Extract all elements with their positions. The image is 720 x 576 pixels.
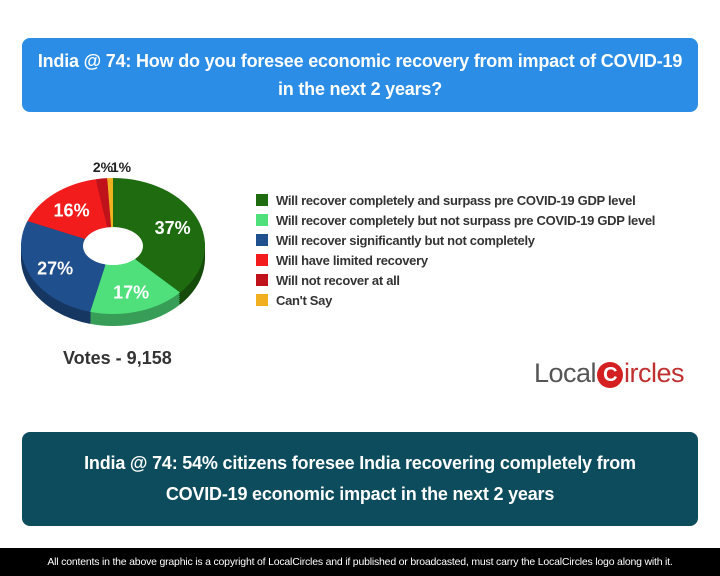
- slice-1: [90, 259, 181, 314]
- slice-3: [27, 179, 108, 240]
- legend-label: Will recover significantly but not compl…: [276, 232, 535, 248]
- conclusion-line-1: India @ 74: 54% citizens foresee India r…: [84, 453, 636, 473]
- legend-swatch: [256, 194, 268, 206]
- question-line-2: in the next 2 years?: [277, 79, 443, 99]
- slice-4: [95, 178, 112, 228]
- legend-swatch: [256, 294, 268, 306]
- legend-label: Will not recover at all: [276, 272, 400, 288]
- data-label: 16%: [54, 200, 90, 220]
- legend-item: Can't Say: [256, 290, 655, 310]
- votes-count: Votes - 9,158: [63, 348, 172, 368]
- legend-label: Can't Say: [276, 292, 333, 308]
- legend-swatch: [256, 214, 268, 226]
- conclusion-banner: India @ 74: 54% citizens foresee India r…: [22, 432, 698, 526]
- data-label: 37%: [155, 218, 191, 238]
- legend-item: Will recover completely and surpass pre …: [256, 190, 655, 210]
- legend-item: Will recover significantly but not compl…: [256, 230, 655, 250]
- question-line-1: India @ 74: How do you foresee economic …: [37, 51, 683, 71]
- legend-item: Will not recover at all: [256, 270, 655, 290]
- legend-label: Will recover completely but not surpass …: [276, 212, 656, 228]
- legend-swatch: [256, 254, 268, 266]
- legend-item: Will have limited recovery: [256, 250, 655, 270]
- legend-swatch: [256, 274, 268, 286]
- question-header: India @ 74: How do you foresee economic …: [22, 38, 698, 112]
- data-label: 17%: [113, 283, 149, 303]
- location-pin-icon: C: [597, 361, 624, 388]
- legend-item: Will recover completely but not surpass …: [256, 210, 655, 230]
- legend-swatch: [256, 234, 268, 246]
- data-label: 1%: [111, 159, 132, 175]
- slice-5: [107, 178, 113, 228]
- donut-chart: 37% 17% 27% 16% 2%1%: [20, 159, 206, 326]
- slice-0: [113, 178, 205, 293]
- data-label: 2%: [93, 159, 114, 175]
- donut-hole: [83, 227, 143, 265]
- chart-legend: Will recover completely and surpass pre …: [256, 190, 655, 310]
- conclusion-line-2: COVID-19 economic impact in the next 2 y…: [165, 484, 555, 504]
- legend-label: Will recover completely and surpass pre …: [276, 192, 636, 208]
- copyright-footer: All contents in the above graphic is a c…: [0, 548, 720, 576]
- data-label: 27%: [37, 259, 73, 279]
- slice-2: [21, 220, 106, 312]
- legend-label: Will have limited recovery: [276, 252, 428, 268]
